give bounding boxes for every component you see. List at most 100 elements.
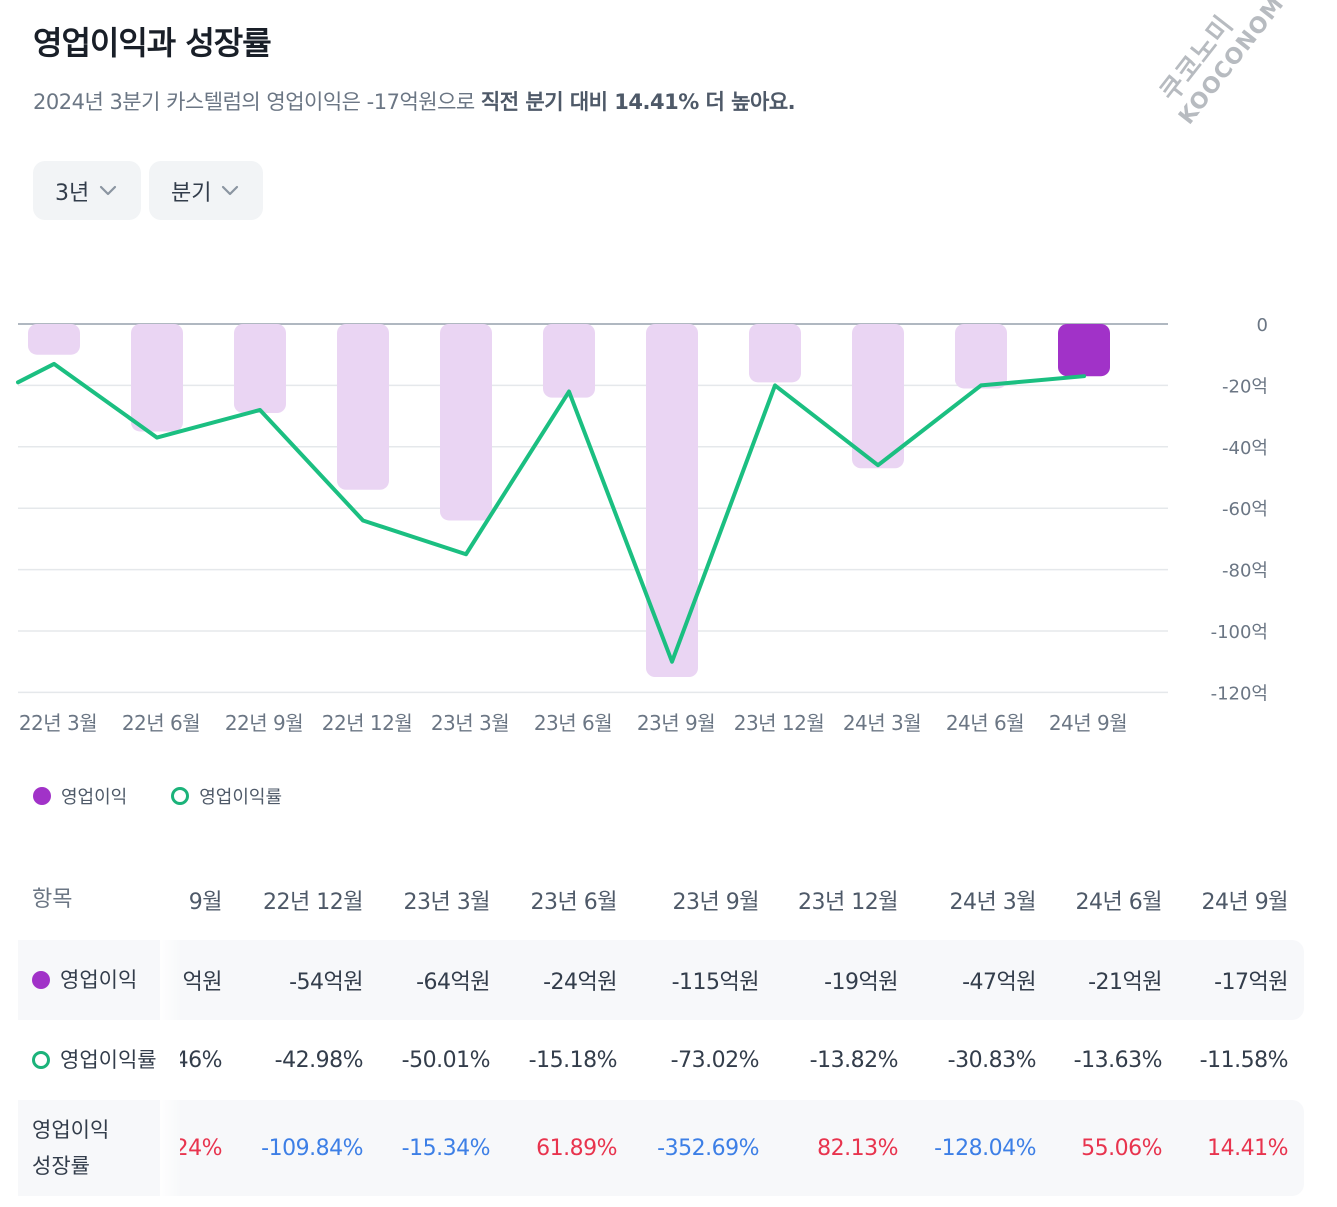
table-cell: -115억원: [671, 970, 760, 995]
table-cell: -19억원: [824, 970, 898, 995]
operating-profit-chart: 0 -20억 -40억 -60억 -80억 -100억 -120억 22년 3월 22년 6월 2…: [16, 315, 1268, 735]
row-label-text: 영업이익: [60, 968, 138, 992]
row-label: 영업이익 성장률: [18, 1100, 180, 1196]
x-tick-label: 24년 9월: [1049, 711, 1127, 735]
table-cell: 억원: [182, 970, 223, 995]
table-cell: -47억원: [962, 970, 1036, 995]
table-cell: -13.63%: [1073, 1047, 1163, 1073]
row-label: 영업이익: [18, 940, 180, 1020]
row-label-line1: 영업이익: [32, 1118, 110, 1142]
legend-item-operating-margin[interactable]: 영업이익률: [171, 783, 282, 809]
legend-label: 영업이익률: [199, 787, 283, 808]
x-tick-label: 24년 6월: [946, 711, 1024, 735]
legend-label: 영업이익: [61, 787, 128, 808]
y-tick-label: -100억: [1211, 622, 1268, 643]
x-tick-label: 23년 9월: [637, 711, 715, 735]
bar: [131, 324, 183, 432]
column-header: 23년 9월: [672, 890, 760, 915]
bar: [337, 324, 389, 490]
column-header: 24년 6월: [1075, 890, 1163, 915]
table-scroll-fade: [160, 860, 182, 1200]
table-cell: -64억원: [416, 970, 490, 995]
chevron-down-icon: [222, 185, 239, 195]
table-row: 영업이익 성장률 24% -109.84% -15.34% 61.89% -352.69…: [18, 1100, 1304, 1196]
x-tick-label: 22년 6월: [122, 711, 200, 735]
legend-item-operating-profit[interactable]: 영업이익: [33, 783, 127, 809]
column-header: 24년 9월: [1201, 890, 1289, 915]
y-tick-label: -20억: [1222, 376, 1268, 397]
x-tick-label: 23년 12월: [734, 711, 825, 735]
y-tick-label: -60억: [1222, 499, 1268, 520]
table-cell: 46%: [174, 1047, 223, 1073]
row-marker-filled: [32, 971, 50, 989]
bar: [440, 324, 492, 521]
column-header: 24년 3월: [949, 890, 1037, 915]
row-label-text: 영업이익률: [60, 1048, 157, 1072]
interval-dropdown[interactable]: 분기: [149, 161, 263, 220]
y-tick-label: -40억: [1222, 438, 1268, 459]
legend-dot-filled: [33, 787, 51, 805]
row-marker-ring: [32, 1051, 50, 1069]
x-tick-label: 22년 3월: [19, 711, 97, 735]
table-cell: 14.41%: [1207, 1135, 1288, 1161]
chart-legend: 영업이익 영업이익률: [33, 783, 282, 809]
legend-dot-ring: [171, 787, 190, 805]
table-cell: -50.01%: [401, 1047, 491, 1073]
bar: [543, 324, 595, 398]
table-cell: -128.04%: [934, 1135, 1036, 1161]
chevron-down-icon: [100, 185, 117, 195]
table-cell: -13.82%: [809, 1047, 899, 1073]
table-row: 영업이익 억원 -54억원 -64억원 -24억원 -115억원 -19억원 -47억원 -2…: [18, 940, 1304, 1020]
column-header: 23년 12월: [798, 890, 898, 915]
table-cell: -352.69%: [657, 1135, 759, 1161]
table-cell: 55.06%: [1081, 1135, 1162, 1161]
subtitle-text: 2024년 3분기 카스텔럼의 영업이익은 -17억원으로: [33, 90, 481, 114]
table-cell: -73.02%: [670, 1047, 760, 1073]
table-cell: -15.34%: [401, 1135, 491, 1161]
period-dropdown-label: 3년: [55, 180, 90, 206]
bar: [234, 324, 286, 414]
x-tick-label: 22년 9월: [225, 711, 303, 735]
table-cell: -15.18%: [528, 1047, 618, 1073]
x-tick-label: 23년 3월: [431, 711, 509, 735]
page-title: 영업이익과 성장률: [33, 24, 272, 62]
subtitle-highlight: 직전 분기 대비 14.41% 더 높아요.: [480, 90, 796, 114]
financial-table: 항목 9월 22년 12월 23년 3월 23년 6월 23년 9월 23년 12월 24년…: [18, 860, 1304, 1196]
table-cell: 24%: [174, 1135, 223, 1161]
series-line: [16, 361, 1086, 664]
table-cell: -30.83%: [947, 1047, 1037, 1073]
column-header: 22년 12월: [263, 890, 363, 915]
y-tick-label: -120억: [1211, 683, 1268, 704]
table-cell: -21억원: [1088, 970, 1162, 995]
table-row: 영업이익률 46% -42.98% -50.01% -15.18% -73.02% -13…: [18, 1020, 1304, 1100]
table-header-row: 항목 9월 22년 12월 23년 3월 23년 6월 23년 9월 23년 12월 24년…: [18, 860, 1304, 940]
table-cell: -109.84%: [261, 1135, 363, 1161]
table-cell: -11.58%: [1199, 1047, 1289, 1073]
x-tick-label: 22년 12월: [322, 711, 413, 735]
row-label-line2: 성장률: [32, 1154, 90, 1178]
table-header-label: 항목: [18, 860, 180, 940]
row-label: 영업이익률: [18, 1020, 180, 1100]
table-cell: -54억원: [289, 970, 363, 995]
bar: [955, 324, 1007, 389]
bar: [28, 324, 80, 355]
interval-dropdown-label: 분기: [171, 180, 212, 206]
watermark: 쿠코노미 KOOCONOMY: [1150, 0, 1300, 129]
table-cell: 82.13%: [817, 1135, 898, 1161]
column-header: 23년 3월: [403, 890, 491, 915]
y-tick-label: 0: [1257, 315, 1268, 336]
page-subtitle: 2024년 3분기 카스텔럼의 영업이익은 -17억원으로 직전 분기 대비 1…: [33, 86, 796, 116]
table-cell: 61.89%: [536, 1135, 617, 1161]
x-tick-label: 23년 6월: [534, 711, 612, 735]
bar: [646, 324, 698, 678]
period-dropdown[interactable]: 3년: [33, 161, 141, 220]
bar: [1058, 324, 1110, 377]
table-cell: -17억원: [1214, 970, 1288, 995]
x-tick-label: 24년 3월: [843, 711, 921, 735]
table-cell: -42.98%: [274, 1047, 364, 1073]
y-tick-label: -80억: [1222, 561, 1268, 582]
bar: [749, 324, 801, 383]
table-cell: -24억원: [543, 970, 617, 995]
column-header: 23년 6월: [530, 890, 618, 915]
column-header: 9월: [188, 890, 223, 915]
